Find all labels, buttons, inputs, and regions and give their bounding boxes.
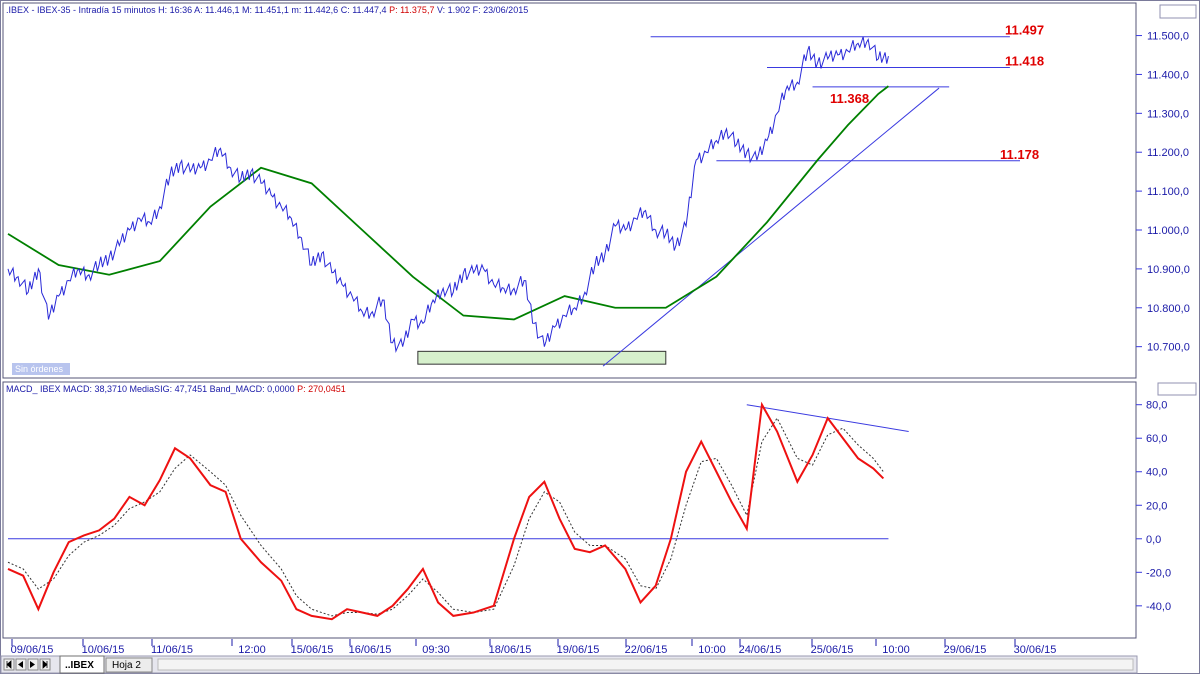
macd-panel: MACD_ IBEX MACD: 38,3710 MediaSIG: 47,74… [2,381,1171,639]
macd-series [7,401,909,621]
close-icon[interactable] [1159,4,1197,19]
price-y-tick-label: 11.100,0 [1147,186,1189,198]
macd-y-tick-label: 40,0 [1146,467,1167,479]
level-label: 11.178 [1000,147,1039,162]
level-label: 11.368 [830,91,869,106]
x-tick-label: 09:30 [422,644,450,656]
price-series: 11.497 11.418 11.368 11.178 [7,23,1044,367]
macd-y-tick-label: -40,0 [1146,601,1171,613]
price-header: .IBEX - IBEX-35 - Intradía 15 minutos H:… [6,5,528,15]
x-tick-label: 24/06/15 [739,644,782,656]
tab-nav-next-button[interactable] [27,658,39,671]
moving-average-line [7,85,889,321]
price-line [7,36,889,353]
price-y-tick-label: 10.700,0 [1147,342,1190,354]
x-tick-label: 29/06/15 [944,644,987,656]
x-tick-label: 25/06/15 [811,644,854,656]
x-tick-label: 10/06/15 [82,644,125,656]
x-tick-label: 12:00 [238,644,266,656]
macd-y-tick-label: 80,0 [1146,400,1167,412]
x-tick-label: 10:00 [698,644,726,656]
svg-text:Hoja 2: Hoja 2 [112,660,141,671]
macd-plot-area [2,381,1137,639]
price-plot-area [2,2,1137,379]
tab-nav-first-button[interactable] [3,658,15,671]
x-tick-label: 11/06/15 [151,644,193,656]
price-y-tick-label: 10.900,0 [1147,264,1190,276]
x-tick-label: 19/06/15 [557,644,600,656]
status-badge [12,363,70,375]
price-y-axis: 11.500,0 11.400,0 11.300,0 11.200,0 11.100,0… [1136,31,1190,354]
macd-y-axis: 80,0 60,0 40,0 20,0 0,0 -20,0 -40,0 [1136,400,1171,613]
trend-line [602,87,940,367]
level-label: 11.418 [1005,53,1044,68]
macd-y-tick-label: 60,0 [1146,433,1167,445]
macd-line [7,401,885,621]
price-axis-corner [1157,382,1197,396]
macd-y-tick-label: 20,0 [1146,500,1167,512]
time-axis: 09/06/15 10/06/15 11/06/15 12:00 15/06/15 16/… [11,639,1057,656]
x-tick-label: 09/06/15 [11,644,54,656]
tab-nav-last-button[interactable] [39,658,51,671]
tab-ibex[interactable]: ..IBEX [59,655,105,674]
price-panel: .IBEX - IBEX-35 - Intradía 15 minutos H:… [2,2,1197,379]
tab-nav-prev-button[interactable] [15,658,27,671]
macd-y-tick-label: 0,0 [1146,534,1161,546]
macd-header: MACD_ IBEX MACD: 38,3710 MediaSIG: 47,74… [6,384,346,394]
svg-text:..IBEX: ..IBEX [65,660,94,671]
x-tick-label: 18/06/15 [489,644,532,656]
tab-hoja-2[interactable]: Hoja 2 [105,657,153,673]
price-y-tick-label: 11.500,0 [1147,31,1189,43]
support-zone [417,350,667,365]
x-tick-label: 22/06/15 [625,644,668,656]
x-tick-label: 30/06/15 [1014,644,1057,656]
price-y-tick-label: 11.400,0 [1147,69,1189,81]
x-tick-label: 10:00 [882,644,910,656]
tab-bar: ..IBEX Hoja 2 [0,655,1138,674]
price-y-tick-label: 11.000,0 [1147,225,1189,237]
x-tick-label: 15/06/15 [291,644,334,656]
macd-y-tick-label: -20,0 [1146,567,1171,579]
status-badge-label: Sin órdenes [15,364,64,374]
horizontal-scrollbar[interactable] [157,658,1134,671]
price-y-tick-label: 11.200,0 [1147,147,1189,159]
price-y-tick-label: 11.300,0 [1147,108,1189,120]
macd-axis-bottom [1140,640,1197,672]
x-tick-label: 16/06/15 [349,644,392,656]
level-label: 11.497 [1005,23,1044,38]
price-y-tick-label: 10.800,0 [1147,303,1190,315]
